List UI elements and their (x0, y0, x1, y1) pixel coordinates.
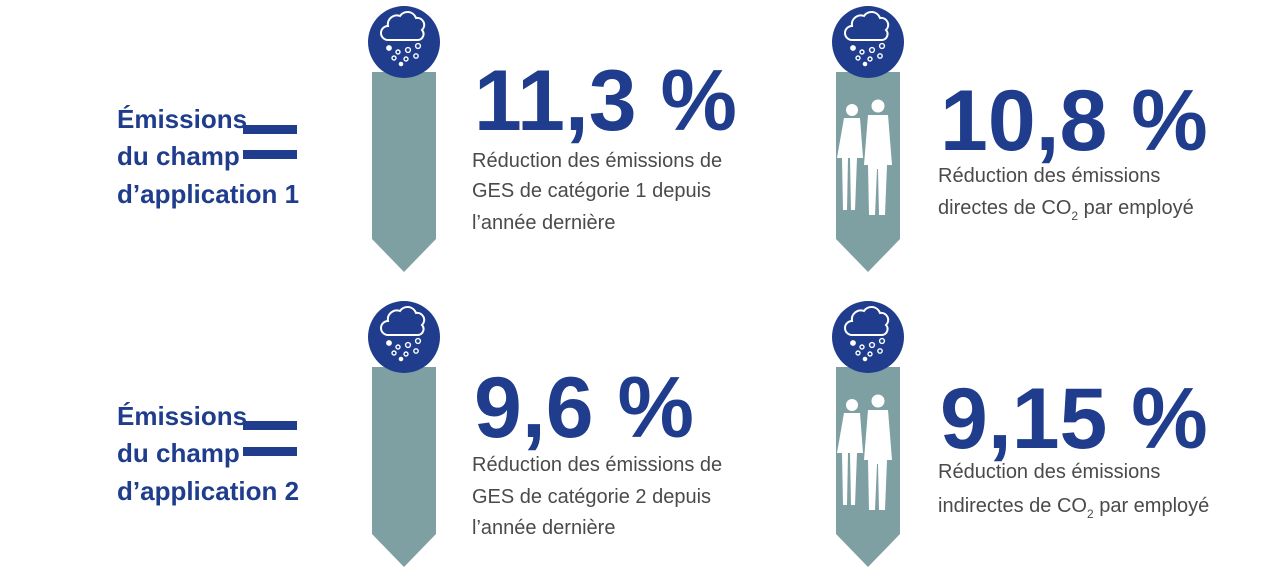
cloud-dot (395, 49, 401, 55)
cloud-dot (862, 61, 868, 67)
cloud-icon (844, 306, 890, 362)
stat-description: l’année dernière (472, 517, 615, 539)
cloud-outline (844, 306, 890, 336)
people-icon (837, 394, 892, 510)
desc-text: l’année dernière (472, 517, 615, 539)
cloud-dot (877, 53, 883, 59)
cloud-dot (413, 348, 419, 354)
stat-description: Réduction des émissions de (472, 454, 722, 476)
stat-value: 9,6 % (474, 360, 694, 456)
cloud-dot (868, 46, 876, 54)
cloud-dot (859, 49, 865, 55)
equals-bar (243, 150, 297, 159)
cloud-dot (877, 348, 883, 354)
desc-text: GES de catégorie 2 depuis (472, 486, 711, 508)
cloud-dot (403, 56, 409, 62)
desc-subscript: 2 (1071, 209, 1078, 223)
stat-value: 10,8 % (940, 73, 1208, 169)
body (837, 413, 863, 505)
cloud-dot (391, 55, 397, 61)
desc-text: Réduction des émissions (938, 165, 1160, 187)
body (864, 410, 892, 510)
equals-bar (243, 421, 297, 430)
body (837, 118, 863, 210)
cloud-dot (414, 42, 422, 50)
pillar (372, 72, 436, 272)
row-label: d’application 1 (117, 179, 299, 209)
row-label: Émissions (117, 401, 247, 431)
cloud-dot (867, 351, 873, 357)
equals-bar (243, 125, 297, 134)
cloud-dot (868, 341, 876, 349)
cloud-dot (855, 55, 861, 61)
head (871, 394, 885, 408)
stat-description: directes de CO2 par employé (938, 197, 1194, 223)
head (846, 104, 858, 116)
body (864, 115, 892, 215)
desc-text: par employé (1094, 495, 1210, 517)
cloud-dot (391, 350, 397, 356)
stat-description: indirectes de CO2 par employé (938, 495, 1209, 521)
icon-circle (832, 301, 904, 373)
cloud-dot (413, 53, 419, 59)
desc-text: Réduction des émissions (938, 461, 1160, 483)
stat-value: 9,15 % (940, 371, 1208, 467)
cloud-dot (867, 56, 873, 62)
stat-description: l’année dernière (472, 212, 615, 234)
stat-value: 11,3 % (474, 53, 737, 149)
icon-circle (368, 6, 440, 78)
cloud-dot (850, 340, 856, 346)
cloud-dot (878, 337, 886, 345)
cloud-icon (380, 11, 426, 67)
cloud-dot (398, 356, 404, 362)
cloud-dot (850, 45, 856, 51)
row-label: du champ (117, 438, 240, 468)
cloud-outline (844, 11, 890, 41)
cloud-dot (859, 344, 865, 350)
stat-description: Réduction des émissions (938, 461, 1160, 483)
cloud-dot (386, 45, 392, 51)
desc-text: indirectes de CO (938, 495, 1087, 517)
icon-circle (368, 301, 440, 373)
cloud-dot (855, 350, 861, 356)
cloud-icon (380, 306, 426, 362)
row-label: du champ (117, 141, 240, 171)
cloud-icon (844, 11, 890, 67)
cloud-dot (403, 351, 409, 357)
desc-text: l’année dernière (472, 212, 615, 234)
desc-text: par employé (1078, 197, 1194, 219)
head (871, 99, 885, 113)
stat-description: Réduction des émissions (938, 165, 1160, 187)
cloud-outline (380, 306, 426, 336)
cloud-dot (878, 42, 886, 50)
people-icon (837, 99, 892, 215)
cloud-dot (395, 344, 401, 350)
desc-subscript: 2 (1087, 507, 1094, 521)
cloud-outline (380, 11, 426, 41)
desc-text: Réduction des émissions de (472, 150, 722, 172)
pillar (372, 367, 436, 567)
cloud-dot (862, 356, 868, 362)
equals-bar (243, 447, 297, 456)
head (846, 399, 858, 411)
cloud-dot (404, 46, 412, 54)
row-label: Émissions (117, 104, 247, 134)
cloud-dot (404, 341, 412, 349)
stat-description: GES de catégorie 2 depuis (472, 486, 711, 508)
stat-description: GES de catégorie 1 depuis (472, 180, 711, 202)
row-label: d’application 2 (117, 476, 299, 506)
desc-text: Réduction des émissions de (472, 454, 722, 476)
cloud-dot (386, 340, 392, 346)
stat-description: Réduction des émissions de (472, 150, 722, 172)
icon-circle (832, 6, 904, 78)
cloud-dot (398, 61, 404, 67)
cloud-dot (414, 337, 422, 345)
desc-text: GES de catégorie 1 depuis (472, 180, 711, 202)
desc-text: directes de CO (938, 197, 1071, 219)
